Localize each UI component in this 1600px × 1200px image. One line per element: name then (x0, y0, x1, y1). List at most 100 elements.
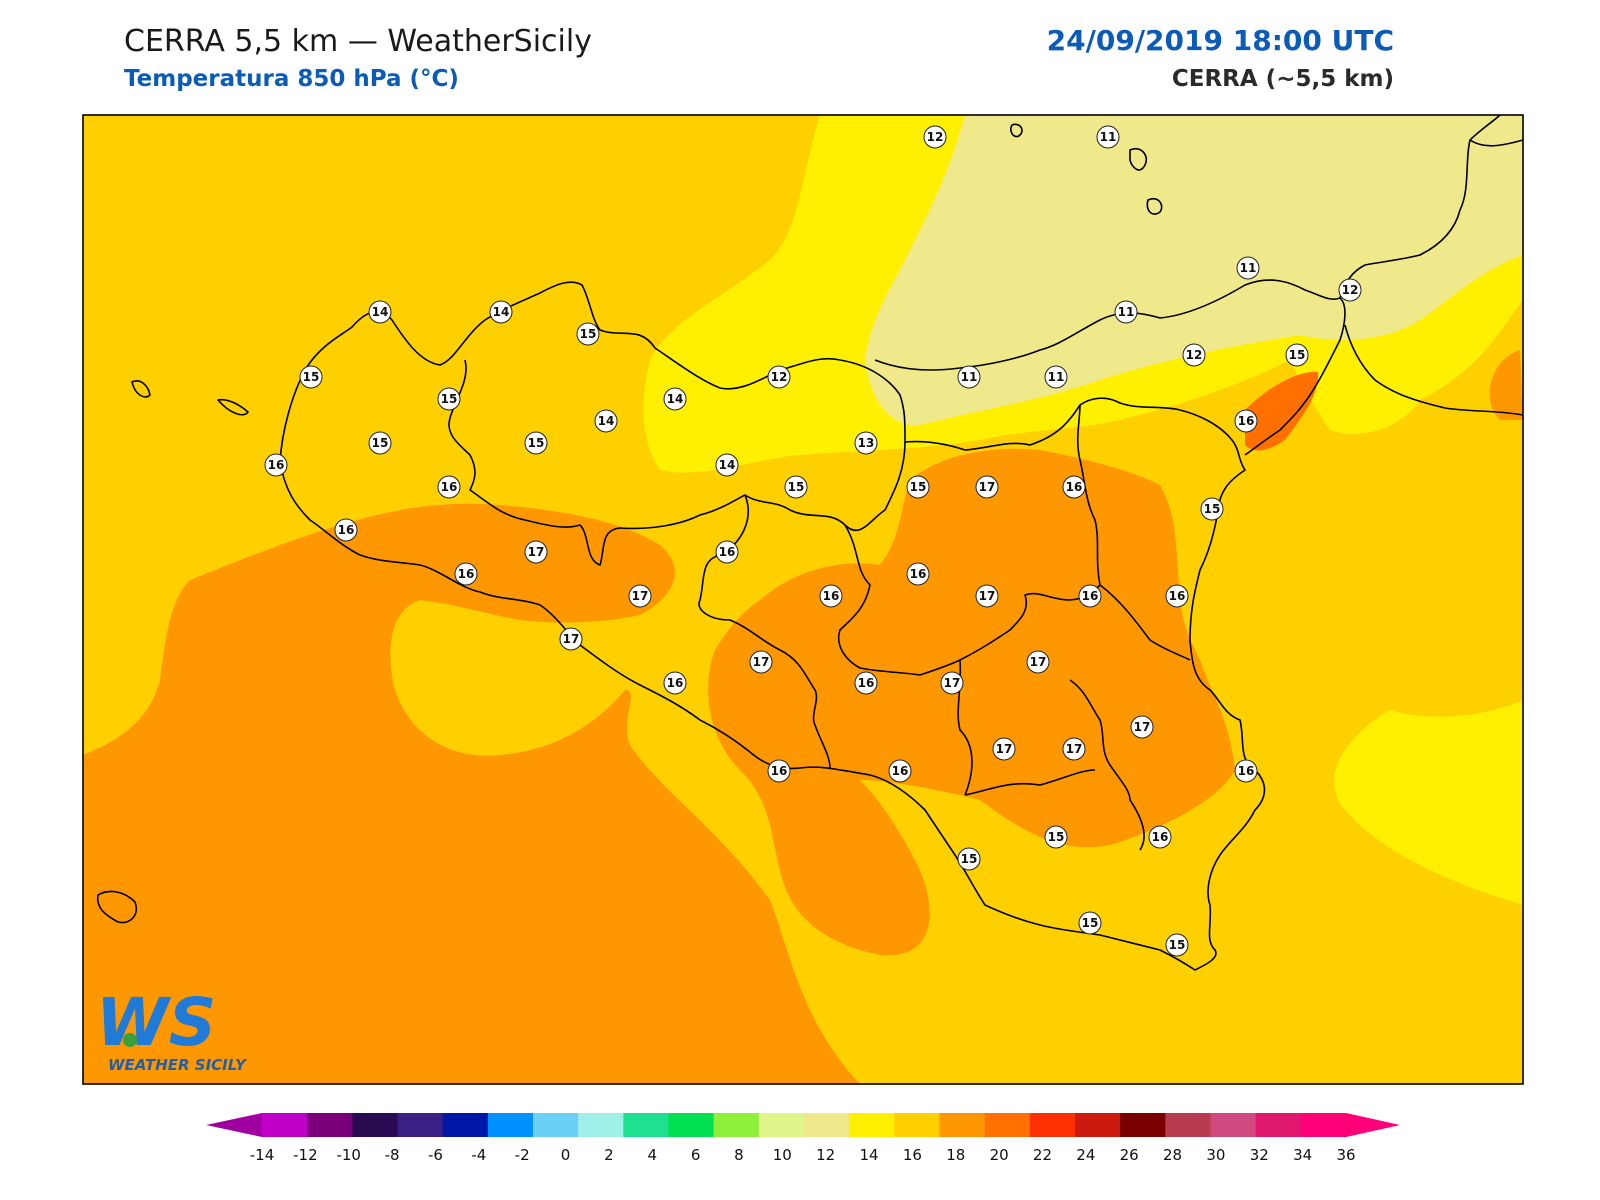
point-marker-circle (437, 475, 461, 499)
point-value-marker: 17 (628, 584, 652, 608)
point-value-label: 14 (372, 305, 389, 319)
point-marker-circle (1114, 300, 1138, 324)
point-value-marker: 15 (437, 387, 461, 411)
point-value-marker: 11 (1044, 365, 1068, 389)
point-value-label: 16 (1238, 764, 1255, 778)
map-frame (82, 114, 1524, 1085)
point-marker-circle (923, 125, 947, 149)
point-marker-circle (1044, 365, 1068, 389)
calabria-coastline (1344, 324, 1524, 416)
point-value-label: 17 (996, 742, 1013, 756)
colorbar-cells (262, 1113, 1347, 1137)
point-marker-circle (819, 584, 843, 608)
point-value-label: 17 (1134, 720, 1151, 734)
point-value-label: 17 (1066, 742, 1083, 756)
colorbar-tick-label: -8 (385, 1146, 400, 1164)
point-value-label: 17 (979, 480, 996, 494)
colorbar-tick-label: 14 (859, 1146, 878, 1164)
point-value-marker: 17 (940, 671, 964, 695)
point-value-marker: 16 (1078, 584, 1102, 608)
point-marker-circle (854, 671, 878, 695)
point-value-marker: 17 (975, 475, 999, 499)
map-title: CERRA 5,5 km — WeatherSicily (124, 24, 592, 59)
colorbar-tick-label: 10 (773, 1146, 792, 1164)
colorbar-cell (849, 1113, 895, 1137)
island-coast (96, 890, 137, 924)
point-marker-circle (1062, 737, 1086, 761)
point-marker-circle (559, 627, 583, 651)
point-marker-circle (906, 475, 930, 499)
point-marker-circle (1165, 933, 1189, 957)
point-value-label: 15 (1289, 348, 1306, 362)
point-value-label: 11 (1100, 130, 1117, 144)
point-value-marker: 17 (749, 650, 773, 674)
colorbar-tick-label: 0 (561, 1146, 571, 1164)
point-value-marker: 16 (663, 671, 687, 695)
point-value-label: 15 (788, 480, 805, 494)
point-value-marker: 14 (663, 387, 687, 411)
province-border (964, 769, 1096, 796)
point-marker-circle (784, 475, 808, 499)
colorbar-tick-label: -4 (471, 1146, 486, 1164)
point-value-label: 12 (1342, 283, 1359, 297)
field-band-12-14 (1334, 700, 1523, 905)
point-marker-circle (454, 562, 478, 586)
colorbar-cell (1075, 1113, 1121, 1137)
colorbar-cell (939, 1113, 986, 1137)
point-value-marker: 11 (1096, 125, 1120, 149)
point-value-label: 16 (823, 589, 840, 603)
point-marker-circle (594, 409, 618, 433)
point-value-label: 15 (961, 852, 978, 866)
point-marker-circle (489, 300, 513, 324)
province-border (1069, 679, 1145, 851)
province-border (838, 524, 973, 796)
point-value-label: 16 (1152, 830, 1169, 844)
island-coast (131, 380, 151, 398)
point-value-marker: 16 (1062, 475, 1086, 499)
colorbar-cell (1300, 1113, 1347, 1137)
field-band-10-12 (865, 115, 1523, 426)
point-value-marker: 16 (819, 584, 843, 608)
point-marker-circle (437, 387, 461, 411)
point-value-label: 16 (441, 480, 458, 494)
colorbar-cell (984, 1113, 1031, 1137)
point-value-marker: 16 (1234, 759, 1258, 783)
coastlines (96, 114, 1524, 971)
colorbar-tick-labels: -14 -12 -10 -8 -6 -4 -2 0 2 4 6 8 10 12 14 16 18 20 22 24 26… (250, 1146, 1356, 1164)
point-value-marker: 16 (767, 759, 791, 783)
point-value-marker: 16 (1234, 409, 1258, 433)
calabria-coastline (1469, 114, 1501, 141)
point-value-label: 16 (1169, 589, 1186, 603)
province-border (1099, 584, 1191, 661)
colorbar-tick-label: 2 (604, 1146, 614, 1164)
colorbar-tick-label: 4 (647, 1146, 657, 1164)
point-value-marker: 16 (854, 671, 878, 695)
point-marker-circle (906, 562, 930, 586)
point-value-marker: 15 (368, 431, 392, 455)
point-value-label: 11 (1240, 261, 1257, 275)
point-value-marker: 17 (1062, 737, 1086, 761)
colorbar-cell (397, 1113, 444, 1137)
point-value-marker: 17 (1130, 715, 1154, 739)
colorbar-tick-label: 16 (903, 1146, 922, 1164)
point-value-marker: 14 (715, 453, 739, 477)
point-value-marker: 17 (975, 584, 999, 608)
point-value-label: 15 (1048, 830, 1065, 844)
point-marker-circle (749, 650, 773, 674)
island-coast (1010, 123, 1023, 138)
variable-subtitle: Temperatura 850 hPa (°C) (124, 66, 459, 92)
point-value-marker: 15 (524, 431, 548, 455)
island-coast (217, 398, 249, 416)
point-marker-circle (940, 671, 964, 695)
point-value-marker: 15 (1165, 933, 1189, 957)
point-value-label: 12 (771, 370, 788, 384)
point-marker-circle (1044, 825, 1068, 849)
colorbar-cell (1210, 1113, 1257, 1137)
point-value-label: 16 (892, 764, 909, 778)
globe-icon (123, 1033, 137, 1047)
point-value-marker: 15 (299, 365, 323, 389)
province-border (448, 359, 906, 566)
point-value-label: 15 (1082, 916, 1099, 930)
field-band-16-18 (83, 503, 860, 1084)
point-marker-circle (1026, 650, 1050, 674)
